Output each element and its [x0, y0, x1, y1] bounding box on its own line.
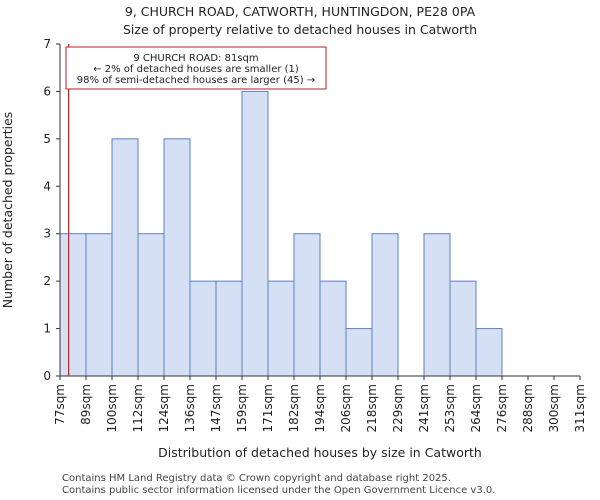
x-tick-label: 89sqm	[79, 384, 93, 425]
y-tick-label: 5	[43, 132, 51, 146]
bar	[59, 233, 87, 377]
bar	[475, 328, 503, 377]
x-tick-label: 276sqm	[495, 384, 509, 432]
bar	[215, 280, 243, 377]
y-tick-label: 3	[43, 227, 51, 241]
x-tick-label: 112sqm	[131, 384, 145, 432]
annotation-line: 9 CHURCH ROAD: 81sqm	[133, 53, 258, 64]
footer-copyright: Contains HM Land Registry data © Crown c…	[62, 473, 451, 484]
bar	[111, 138, 139, 377]
annotation-box	[65, 46, 327, 90]
annotation-line: ← 2% of detached houses are smaller (1)	[93, 64, 299, 75]
x-tick-label: 288sqm	[521, 384, 535, 432]
bar	[137, 233, 165, 377]
x-tick-label: 194sqm	[313, 384, 327, 432]
x-tick-label: 77sqm	[53, 384, 67, 425]
x-tick-label: 100sqm	[105, 384, 119, 432]
bar	[85, 233, 113, 377]
x-tick-label: 136sqm	[183, 384, 197, 432]
bar	[345, 328, 373, 377]
x-axis-label: Distribution of detached houses by size …	[158, 445, 482, 460]
footer-licence: Contains public sector information licen…	[62, 485, 496, 496]
chart-title: 9, CHURCH ROAD, CATWORTH, HUNTINGDON, PE…	[124, 4, 476, 19]
bar	[371, 233, 399, 377]
bar	[449, 280, 477, 377]
bar	[423, 233, 451, 377]
x-tick-label: 300sqm	[547, 384, 561, 432]
x-tick-label: 159sqm	[235, 384, 249, 432]
x-tick-label: 182sqm	[287, 384, 301, 432]
bar	[267, 280, 295, 377]
x-tick-label: 171sqm	[261, 384, 275, 432]
x-tick-label: 147sqm	[209, 384, 223, 432]
x-tick-label: 241sqm	[417, 384, 431, 432]
bar	[189, 280, 217, 377]
chart-subtitle: Size of property relative to detached ho…	[122, 22, 478, 37]
bar	[293, 233, 321, 377]
y-axis-label: Number of detached properties	[0, 112, 15, 309]
x-tick-label: 124sqm	[157, 384, 171, 432]
x-tick-label: 218sqm	[365, 384, 379, 432]
x-tick-label: 229sqm	[391, 384, 405, 432]
y-tick-label: 4	[43, 179, 51, 193]
x-tick-label: 264sqm	[469, 384, 483, 432]
bar	[319, 280, 347, 377]
bar	[163, 138, 191, 377]
x-tick-label: 311sqm	[573, 384, 587, 432]
y-tick-label: 6	[43, 84, 51, 98]
y-tick-label: 0	[43, 369, 51, 383]
x-tick-label: 206sqm	[339, 384, 353, 432]
y-tick-label: 1	[43, 322, 51, 336]
x-tick-label: 253sqm	[443, 384, 457, 432]
y-tick-label: 2	[43, 274, 51, 288]
y-tick-label: 7	[43, 37, 51, 51]
bar	[241, 90, 269, 377]
annotation-line: 98% of semi-detached houses are larger (…	[77, 75, 315, 86]
